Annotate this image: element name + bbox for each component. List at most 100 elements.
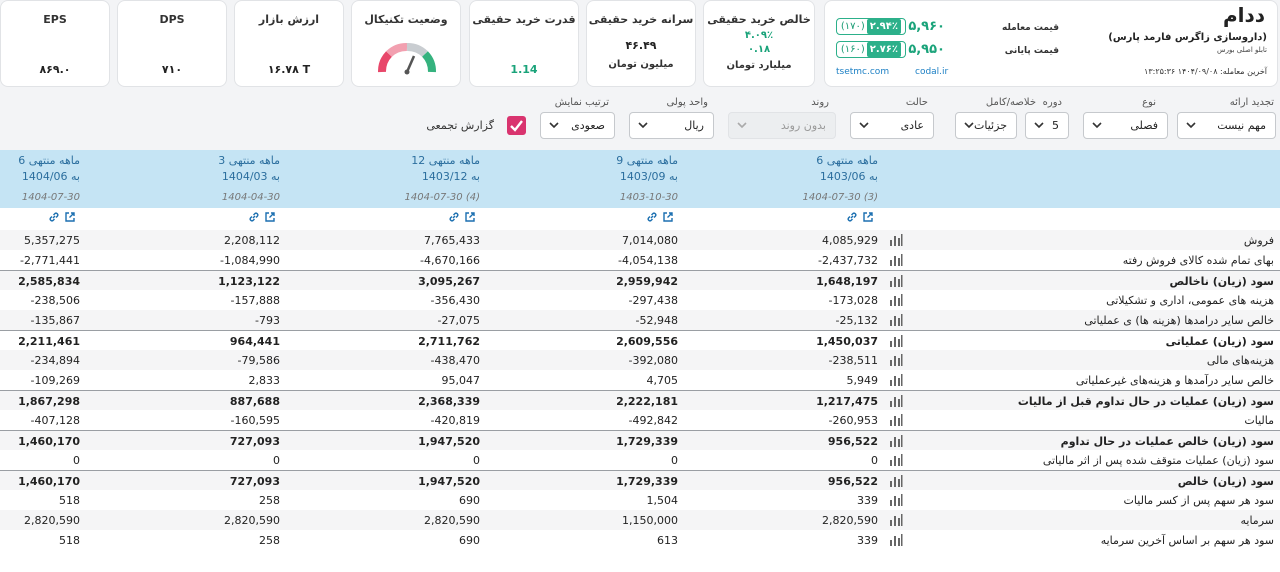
bar-chart-icon[interactable] — [889, 354, 903, 366]
column-published-date: 1403-10-30 — [619, 192, 678, 203]
external-link-icon[interactable] — [862, 211, 874, 223]
close-price-change-pct: ۲.۷۶٪ — [866, 42, 901, 57]
bar-chart-icon[interactable] — [889, 234, 903, 246]
gauge-icon — [378, 43, 436, 75]
bar-chart-icon[interactable] — [889, 314, 903, 326]
link-icon[interactable] — [846, 211, 858, 223]
bar-chart-icon[interactable] — [889, 395, 903, 407]
row-value: 5,949 — [846, 374, 879, 387]
per-capita-title: سرانه خرید حقیقی — [588, 13, 694, 26]
chevron-down-icon — [638, 122, 648, 129]
bar-chart-icon[interactable] — [889, 254, 903, 266]
type-select[interactable]: فصلی — [1083, 112, 1168, 139]
net-buy-pct: ۴.۰۹٪ — [744, 30, 774, 41]
row-value: -4,670,166 — [420, 254, 480, 267]
column-header: 3 ماهه منتهی به 1404/03 1404-04-30 — [80, 150, 280, 208]
row-label: سود (زیان) خالص — [1177, 475, 1274, 488]
trend-select[interactable]: بدون روند — [728, 112, 836, 139]
row-value: 1,150,000 — [622, 514, 678, 527]
row-value: 258 — [259, 534, 280, 547]
eps-card: EPS ۸۶۹.۰ — [0, 0, 110, 87]
dps-title: DPS — [159, 13, 185, 26]
table-row: سرمایه 2,820,590 1,150,000 2,820,590 2,820,5… — [0, 510, 1280, 530]
external-link-icon[interactable] — [464, 211, 476, 223]
table-icon-row — [0, 208, 1280, 228]
row-value: 2,959,942 — [616, 275, 678, 288]
summary-label: خلاصه/کامل — [985, 97, 1036, 108]
table-row: سود (زیان) ناخالص 1,648,197 2,959,942 3,095… — [0, 270, 1280, 290]
table-row: بهای تمام شده کالای فروش رفته -2,437,732 -… — [0, 250, 1280, 270]
close-price-change-badge: (۱۶۰) ۲.۷۶٪ — [835, 41, 906, 58]
row-value: -4,054,138 — [618, 254, 678, 267]
row-value: 2,820,590 — [424, 514, 480, 527]
bar-chart-icon[interactable] — [889, 435, 903, 447]
row-value: 339 — [857, 494, 878, 507]
bar-chart-icon[interactable] — [889, 275, 903, 287]
trade-price-change-badge: (۱۷۰) ۲.۹۴٪ — [835, 18, 906, 35]
chevron-down-icon — [859, 122, 869, 129]
bar-chart-icon[interactable] — [889, 294, 903, 306]
sort-select[interactable]: صعودی — [540, 112, 615, 139]
bar-chart-icon[interactable] — [889, 534, 903, 546]
column-published-date: 1404-07-30 (4) — [404, 192, 480, 203]
link-icon[interactable] — [248, 211, 260, 223]
presentation-select[interactable]: مهم نیست — [1177, 112, 1276, 139]
table-row: هزینه‌های مالی -238,511 -392,080 -438,470 -7… — [0, 350, 1280, 370]
link-icon[interactable] — [448, 211, 460, 223]
trend-label: روند — [811, 97, 829, 108]
bar-chart-icon[interactable] — [889, 335, 903, 347]
tsetmc-link[interactable]: tsetmc.com — [836, 67, 890, 77]
row-label: مالیات — [1244, 414, 1274, 427]
trade-price-value: ۵,۹۶۰ — [908, 19, 945, 34]
table-row: خالص سایر درامدها (هزینه ها) ی عملیاتی -2… — [0, 310, 1280, 330]
header: EPS ۸۶۹.۰ DPS ۷۱۰ ارزش بازار ۱۶.۷۸ T وضع… — [0, 0, 1280, 90]
row-value: -492,842 — [628, 414, 678, 427]
market-cap-title: ارزش بازار — [258, 13, 320, 26]
external-link-icon[interactable] — [264, 211, 276, 223]
row-value: 95,047 — [441, 374, 481, 387]
status-value: عادی — [900, 119, 924, 132]
chevron-down-icon — [964, 122, 974, 129]
link-icon[interactable] — [646, 211, 658, 223]
row-value: 2,222,181 — [616, 395, 678, 408]
bar-chart-icon[interactable] — [889, 475, 903, 487]
bar-chart-icon[interactable] — [889, 514, 903, 526]
row-value: -2,771,441 — [20, 254, 80, 267]
market-cap-value: ۱۶.۷۸ T — [267, 63, 311, 76]
bar-chart-icon[interactable] — [889, 494, 903, 506]
table-row: سود (زیان) عملیاتی 1,450,037 2,609,556 2,71… — [0, 330, 1280, 350]
table-row: سود هر سهم بر اساس آخرین سرمایه 339 613 690… — [0, 530, 1280, 550]
bar-chart-icon[interactable] — [889, 414, 903, 426]
row-value: 7,765,433 — [424, 234, 480, 247]
column-actions — [846, 211, 874, 225]
table-row: مالیات -260,953 -492,842 -420,819 -160,595 -4… — [0, 410, 1280, 430]
link-icon[interactable] — [48, 211, 60, 223]
row-value: -260,953 — [828, 414, 878, 427]
row-value: 339 — [857, 534, 878, 547]
aggregate-report-checkbox[interactable] — [507, 116, 526, 135]
external-link-icon[interactable] — [64, 211, 76, 223]
period-label: دوره — [1042, 97, 1062, 108]
currency-value: ریال — [684, 119, 704, 132]
bar-chart-icon[interactable] — [889, 454, 903, 466]
external-link-icon[interactable] — [662, 211, 674, 223]
symbol-card: ددام (داروسازی زاگرس فارمد پارس) تابلو ا… — [824, 0, 1278, 87]
sort-label: ترتیب نمایش — [554, 97, 609, 108]
column-date: به 1403/09 — [619, 170, 678, 183]
status-select[interactable]: عادی — [850, 112, 934, 139]
row-value: -2,437,732 — [818, 254, 878, 267]
close-price-value: ۵,۹۵۰ — [908, 42, 945, 57]
codal-link[interactable]: codal.ir — [915, 67, 949, 77]
row-value: 518 — [59, 534, 80, 547]
period-select[interactable]: 5 — [1025, 112, 1069, 139]
currency-select[interactable]: ریال — [629, 112, 714, 139]
column-header: 6 ماهه منتهی به 1404/06 1404-07-30 — [0, 150, 80, 208]
row-label: سود هر سهم پس از کسر مالیات — [1123, 494, 1274, 507]
table-row: خالص سایر درآمدها و هزینه‌های غیرعملیاتی… — [0, 370, 1280, 390]
technical-status-card[interactable]: وضعیت تکنیکال — [351, 0, 461, 87]
column-header: 12 ماهه منتهی به 1403/12 1404-07-30 (4) — [280, 150, 480, 208]
summary-select[interactable]: جزئیات — [955, 112, 1017, 139]
row-label: هزینه های عمومی، اداری و تشکیلاتی — [1106, 294, 1274, 307]
bar-chart-icon[interactable] — [889, 374, 903, 386]
row-value: 1,867,298 — [18, 395, 80, 408]
